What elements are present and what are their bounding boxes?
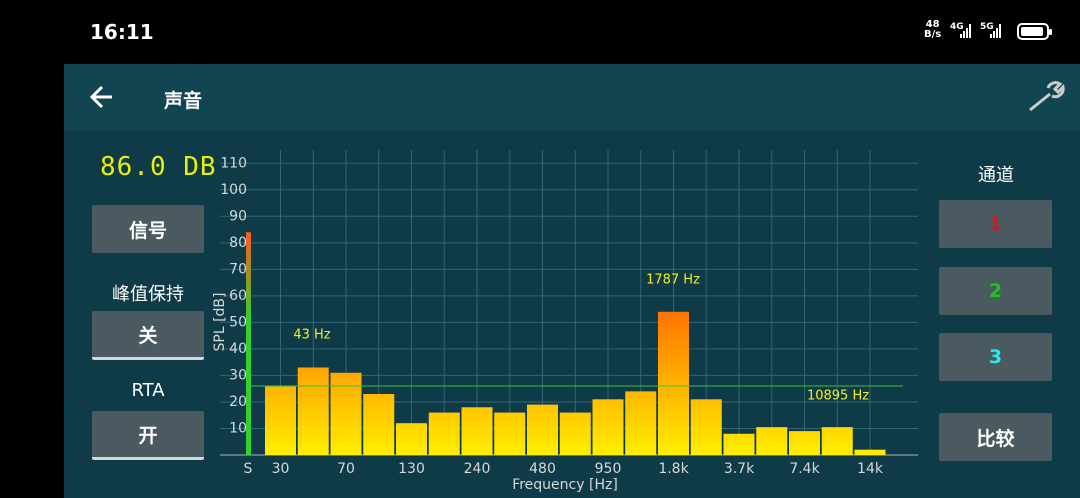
y-tick-label: 110 (220, 155, 247, 171)
peak-hold-label: 峰值保持 (112, 284, 184, 305)
y-tick-label: 70 (229, 261, 247, 277)
bar (396, 423, 427, 455)
bar (789, 431, 820, 455)
level-display: 86.0 DB (100, 152, 217, 182)
bar (756, 427, 788, 455)
signal-label: S (244, 461, 253, 477)
x-tick-label: 3.7k (724, 461, 755, 477)
bar (723, 433, 755, 455)
y-tick-label: 40 (229, 341, 247, 357)
battery (1017, 23, 1052, 40)
sim1: 4G (950, 22, 964, 32)
bar (428, 412, 460, 455)
bar (625, 391, 657, 455)
y-tick-label: 20 (229, 394, 247, 410)
peak-hold-button[interactable]: 关 (92, 311, 204, 360)
y-tick-label: 100 (220, 182, 247, 198)
bar (265, 386, 296, 455)
settings-button[interactable] (1026, 80, 1068, 114)
y-tick-label: 10 (229, 420, 247, 436)
net-speed-value: 48 (925, 19, 940, 30)
x-tick-label: 950 (595, 461, 622, 477)
x-tick-label: 130 (398, 461, 425, 477)
channel-label: 通道 (978, 165, 1014, 186)
peak-annotation: 43 Hz (293, 328, 330, 343)
channel-button[interactable]: 2 (939, 266, 1052, 315)
net-speed: 48 B/s (924, 20, 941, 40)
signal-button[interactable]: 信号 (92, 205, 204, 253)
x-tick-label: 14k (857, 461, 884, 477)
y-tick-label: 50 (229, 314, 247, 330)
net-speed-unit: B/s (924, 29, 942, 40)
status-icons (960, 24, 1001, 38)
peak-annotation: 1787 Hz (646, 273, 700, 288)
y-tick-label: 30 (229, 367, 247, 383)
y-axis-title: SPL [dB] (212, 293, 228, 352)
bar (658, 311, 689, 455)
bar (821, 427, 853, 455)
bar (854, 449, 886, 455)
rta-button[interactable]: 开 (92, 411, 204, 460)
y-tick-label: 60 (229, 288, 247, 304)
peak-annotation: 10895 Hz (807, 389, 869, 404)
channel-button[interactable]: 1 (939, 200, 1052, 248)
compare-button[interactable]: 比较 (939, 413, 1052, 461)
back-button[interactable] (88, 84, 118, 110)
x-axis-title: Frequency [Hz] (512, 477, 618, 493)
x-tick-label: 30 (272, 461, 290, 477)
bar (461, 407, 493, 455)
x-tick-label: 480 (529, 461, 556, 477)
bar (363, 394, 395, 455)
channel-button[interactable]: 3 (939, 333, 1052, 381)
sim2: 5G (980, 22, 994, 32)
x-tick-label: 240 (464, 461, 491, 477)
app-header (64, 64, 1080, 130)
bar (592, 399, 624, 455)
bar (559, 412, 591, 455)
y-tick-label: 90 (229, 208, 247, 224)
x-tick-label: 70 (337, 461, 355, 477)
bar (297, 367, 329, 455)
rta-label: RTA (131, 380, 165, 401)
bar (494, 412, 526, 455)
y-tick-label: 80 (229, 235, 247, 251)
signal-bar (246, 232, 251, 455)
page-title: 声音 (164, 90, 203, 112)
x-tick-label: 1.8k (658, 461, 689, 477)
bar (527, 404, 558, 455)
bar (330, 372, 362, 455)
x-tick-label: 7.4k (789, 461, 820, 477)
clock: 16:11 (90, 20, 154, 44)
bar (690, 399, 722, 455)
